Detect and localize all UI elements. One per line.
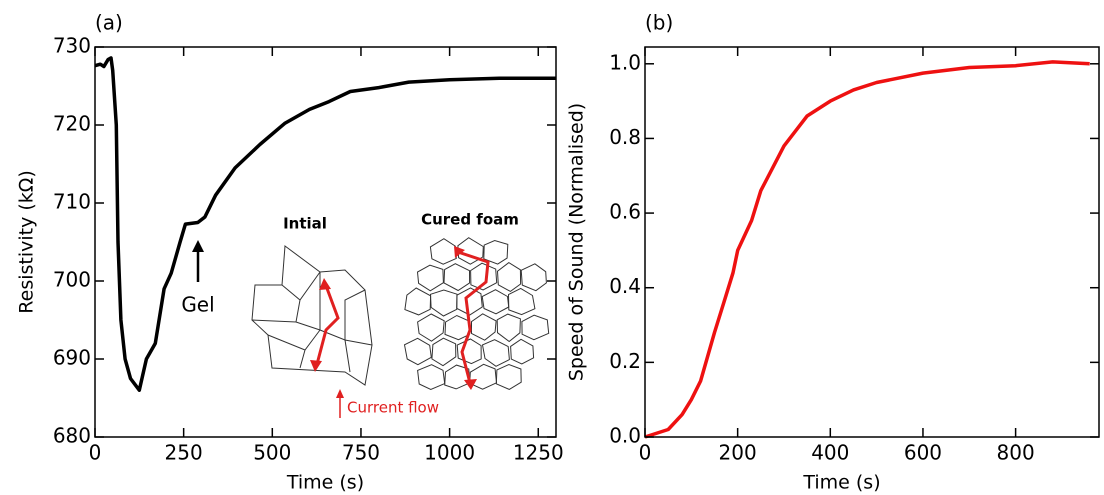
foam-cell	[456, 287, 483, 316]
x-tick-label: 1250	[513, 441, 564, 465]
y-tick-label: 700	[53, 268, 91, 292]
foam-cell	[444, 364, 471, 390]
foam-cell	[443, 263, 471, 292]
foam-cell	[520, 263, 547, 292]
foam-initial	[251, 245, 373, 386]
x-tick-label: 250	[165, 441, 203, 465]
data-line	[94, 56, 556, 392]
panel-label: (a)	[95, 11, 123, 35]
y-tick-label: 730	[53, 34, 91, 58]
x-tick-label: 0	[89, 441, 102, 465]
foam-cell	[496, 313, 521, 343]
panel-label: (b)	[645, 11, 673, 35]
current-path	[314, 282, 340, 369]
foam-cell	[481, 339, 510, 367]
data-line	[644, 60, 1090, 439]
foam-cell	[469, 363, 498, 390]
x-tick-label: 750	[342, 441, 380, 465]
foam-cell	[457, 237, 484, 265]
arrow-head	[310, 278, 331, 372]
foam-cell	[521, 314, 550, 341]
y-axis-label: Resistivity (kΩ)	[16, 170, 38, 313]
x-axis-label: Time (s)	[802, 472, 880, 494]
annotation: Intial	[283, 215, 327, 233]
x-tick-label: 200	[719, 441, 757, 465]
foam-cell	[471, 313, 497, 341]
annotation: Current flow	[347, 399, 439, 417]
foam-cell	[510, 338, 535, 365]
foam-cell	[417, 313, 445, 342]
plot-frame	[94, 46, 557, 438]
foam-cell	[416, 264, 444, 292]
y-tick-label: 690	[53, 346, 91, 370]
x-tick-label: 500	[253, 441, 291, 465]
foam-cell	[444, 314, 470, 341]
x-axis-label: Time (s)	[286, 472, 364, 494]
y-axis-label: Speed of Sound (Normalised)	[566, 103, 588, 381]
foam-cell	[456, 338, 482, 365]
y-tick-label: 710	[53, 190, 91, 214]
gel-arrow	[192, 240, 204, 282]
y-tick-label: 0.2	[609, 349, 641, 373]
y-tick-label: 720	[53, 112, 91, 136]
x-tick-label: 600	[904, 441, 942, 465]
current-path	[457, 250, 490, 384]
y-tick-label: 0.8	[609, 125, 641, 149]
x-tick-label: 1000	[424, 441, 475, 465]
foam-cell	[417, 364, 446, 391]
foam-cell	[429, 238, 457, 265]
y-tick-label: 0.6	[609, 200, 641, 224]
foam-cell	[404, 287, 432, 316]
foam-cell	[483, 239, 509, 265]
x-tick-label: 800	[997, 441, 1035, 465]
foam-cell	[481, 289, 510, 315]
annotation: Cured foam	[421, 211, 519, 229]
foam-cell	[429, 289, 458, 317]
foam-cell	[470, 262, 498, 291]
foam-cell	[495, 363, 522, 390]
foam-cell	[496, 261, 522, 292]
y-tick-label: 0.0	[609, 424, 641, 448]
y-tick-label: 0.4	[609, 274, 641, 298]
foam-cell	[403, 337, 432, 366]
y-tick-label: 1.0	[609, 50, 641, 74]
foam-cell	[431, 337, 457, 367]
annotation: Gel	[181, 293, 214, 317]
x-tick-label: 0	[639, 441, 652, 465]
foam-cell	[507, 287, 536, 316]
foam-cured	[403, 237, 550, 391]
plot-frame	[644, 46, 1100, 438]
y-tick-label: 680	[53, 424, 91, 448]
current-arrow	[336, 389, 344, 418]
x-tick-label: 400	[811, 441, 849, 465]
